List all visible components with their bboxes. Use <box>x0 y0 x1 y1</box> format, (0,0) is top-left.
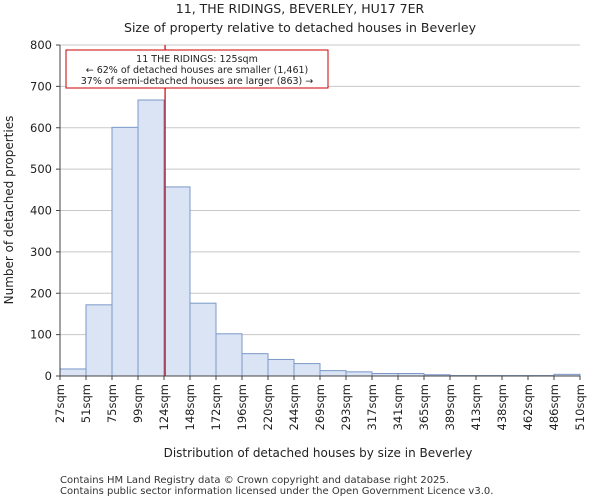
footer-line-1: Contains HM Land Registry data © Crown c… <box>60 475 449 486</box>
bar-148sqm <box>189 302 217 377</box>
bar-27sqm <box>59 368 87 377</box>
x-tick-label-124sqm: 124sqm <box>157 384 171 430</box>
y-tick-labels: 0 100 200 300 400 500 600 700 800 <box>30 38 60 383</box>
bar-220sqm <box>267 358 295 377</box>
x-tick-label-317sqm: 317sqm <box>365 384 379 430</box>
x-tick-label-341sqm: 341sqm <box>391 384 405 430</box>
x-tick-label-172sqm: 172sqm <box>209 384 223 430</box>
chart-title: 11, THE RIDINGS, BEVERLEY, HU17 7ER <box>176 1 425 16</box>
x-tick-label-75sqm: 75sqm <box>105 384 119 423</box>
x-tick-label-389sqm: 389sqm <box>443 384 457 430</box>
annotation-line-3: 37% of semi-detached houses are larger (… <box>81 76 314 87</box>
y-tick-label: 700 <box>30 79 52 93</box>
x-tick-label-244sqm: 244sqm <box>287 384 301 430</box>
bar-124sqm <box>163 186 191 377</box>
x-tick-label-196sqm: 196sqm <box>235 384 249 430</box>
bar-293sqm <box>345 371 373 377</box>
x-tick-label-27sqm: 27sqm <box>53 384 67 423</box>
y-tick-label: 400 <box>30 204 52 218</box>
x-tick-label-51sqm: 51sqm <box>79 384 93 423</box>
y-tick-label: 200 <box>30 286 52 300</box>
y-tick-label: 0 <box>45 369 52 383</box>
annotation-line-2: ← 62% of detached houses are smaller (1,… <box>86 65 309 76</box>
bar-196sqm <box>241 353 269 377</box>
x-tick-label-486sqm: 486sqm <box>547 384 561 430</box>
bar-172sqm <box>215 333 243 377</box>
bar-51sqm <box>85 304 113 377</box>
x-tick-label-293sqm: 293sqm <box>339 384 353 430</box>
x-tick-label-148sqm: 148sqm <box>183 384 197 430</box>
y-tick-label: 800 <box>30 38 52 52</box>
bar-99sqm <box>137 99 165 377</box>
x-tick-label-365sqm: 365sqm <box>417 384 431 430</box>
chart-subtitle: Size of property relative to detached ho… <box>124 20 477 35</box>
x-axis-label: Distribution of detached houses by size … <box>164 446 473 460</box>
annotation-line-1: 11 THE RIDINGS: 125sqm <box>136 54 258 65</box>
bar-269sqm <box>319 370 347 377</box>
bars-layer <box>59 99 581 377</box>
x-tick-label-510sqm: 510sqm <box>573 384 587 430</box>
x-tick-label-438sqm: 438sqm <box>495 384 509 430</box>
y-tick-label: 500 <box>30 162 52 176</box>
x-tick-label-413sqm: 413sqm <box>469 384 483 430</box>
x-tick-label-462sqm: 462sqm <box>521 384 535 430</box>
x-tick-label-269sqm: 269sqm <box>313 384 327 430</box>
x-tick-labels: 27sqm 51sqm 75sqm 99sqm 124sqm 148sqm 172sqm 19… <box>53 376 587 430</box>
y-tick-label: 300 <box>30 245 52 259</box>
bar-244sqm <box>293 363 321 377</box>
bar-75sqm <box>111 126 139 377</box>
y-axis-label: Number of detached properties <box>2 116 16 305</box>
annotation-box: 11 THE RIDINGS: 125sqm ← 62% of detached… <box>65 49 329 89</box>
footer-line-2: Contains public sector information licen… <box>60 486 493 497</box>
x-tick-label-99sqm: 99sqm <box>131 384 145 423</box>
y-tick-label: 100 <box>30 328 52 342</box>
y-tick-label: 600 <box>30 121 52 135</box>
annotation-border <box>65 49 329 89</box>
x-tick-label-220sqm: 220sqm <box>261 384 275 430</box>
